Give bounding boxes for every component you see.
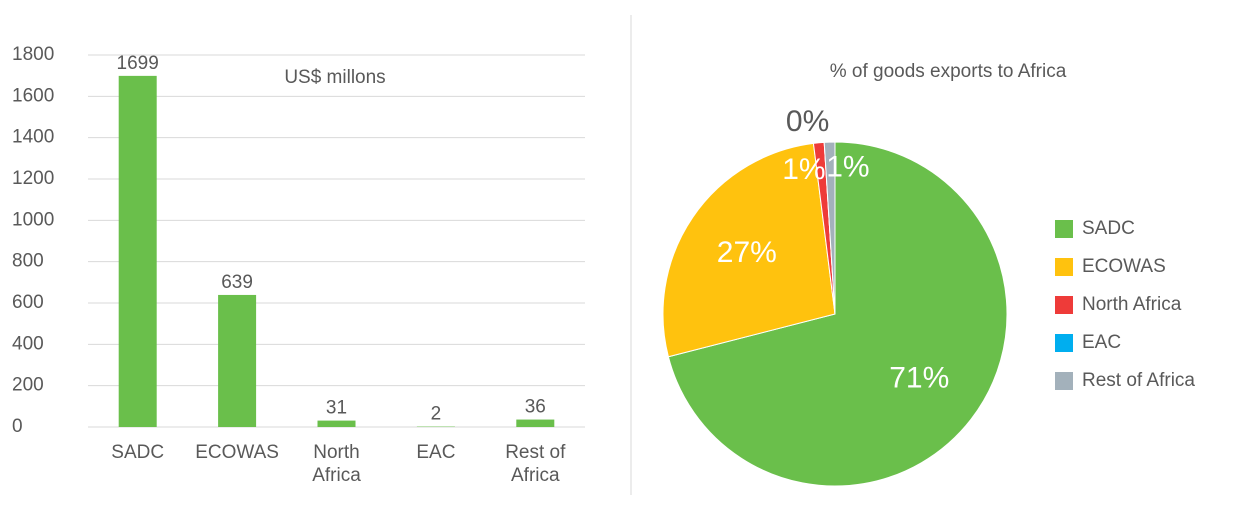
data-label: 0%	[786, 105, 829, 138]
legend-label: ECOWAS	[1082, 256, 1166, 277]
x-tick-label: Rest of Africa	[505, 442, 566, 486]
legend-swatch	[1055, 372, 1073, 390]
pie-title: % of goods exports to Africa	[830, 61, 1067, 82]
legend-swatch	[1055, 334, 1073, 352]
legend-label: North Africa	[1082, 294, 1182, 315]
bar	[317, 420, 356, 427]
bar	[218, 294, 257, 427]
bar	[118, 75, 157, 427]
legend-label: EAC	[1082, 332, 1121, 353]
y-tick-label: 1000	[12, 209, 54, 230]
y-tick-label: 400	[12, 333, 44, 354]
x-tick-label: ECOWAS	[195, 442, 279, 463]
legend-label: Rest of Africa	[1082, 370, 1195, 391]
y-tick-label: 0	[12, 416, 23, 437]
pie-slice	[667, 141, 1008, 487]
pie-slice	[662, 142, 836, 358]
y-tick-label: 1600	[12, 85, 54, 106]
data-label: 2	[431, 404, 442, 425]
bar-annotation: US$ millons	[284, 67, 385, 88]
y-tick-label: 1800	[12, 44, 54, 65]
data-label: 31	[326, 398, 347, 419]
y-tick-label: 1400	[12, 127, 54, 148]
data-label: 71%	[889, 361, 949, 394]
data-label: 27%	[717, 236, 777, 269]
data-label: 1%	[826, 150, 869, 183]
legend-swatch	[1055, 258, 1073, 276]
x-tick-label: North Africa	[312, 442, 361, 486]
y-tick-label: 200	[12, 375, 44, 396]
data-label: 1699	[117, 53, 159, 74]
data-label: 639	[221, 272, 253, 293]
x-tick-label: SADC	[111, 442, 165, 463]
data-label: 1%	[782, 153, 825, 186]
legend-swatch	[1055, 296, 1073, 314]
data-label: 36	[525, 397, 546, 418]
legend-label: SADC	[1082, 218, 1135, 239]
x-tick-label: EAC	[416, 442, 456, 463]
legend-swatch	[1055, 220, 1073, 238]
pie-slice	[823, 141, 836, 315]
y-tick-label: 1200	[12, 168, 54, 189]
bar	[516, 419, 555, 427]
y-tick-label: 800	[12, 251, 44, 272]
y-tick-label: 600	[12, 292, 44, 313]
